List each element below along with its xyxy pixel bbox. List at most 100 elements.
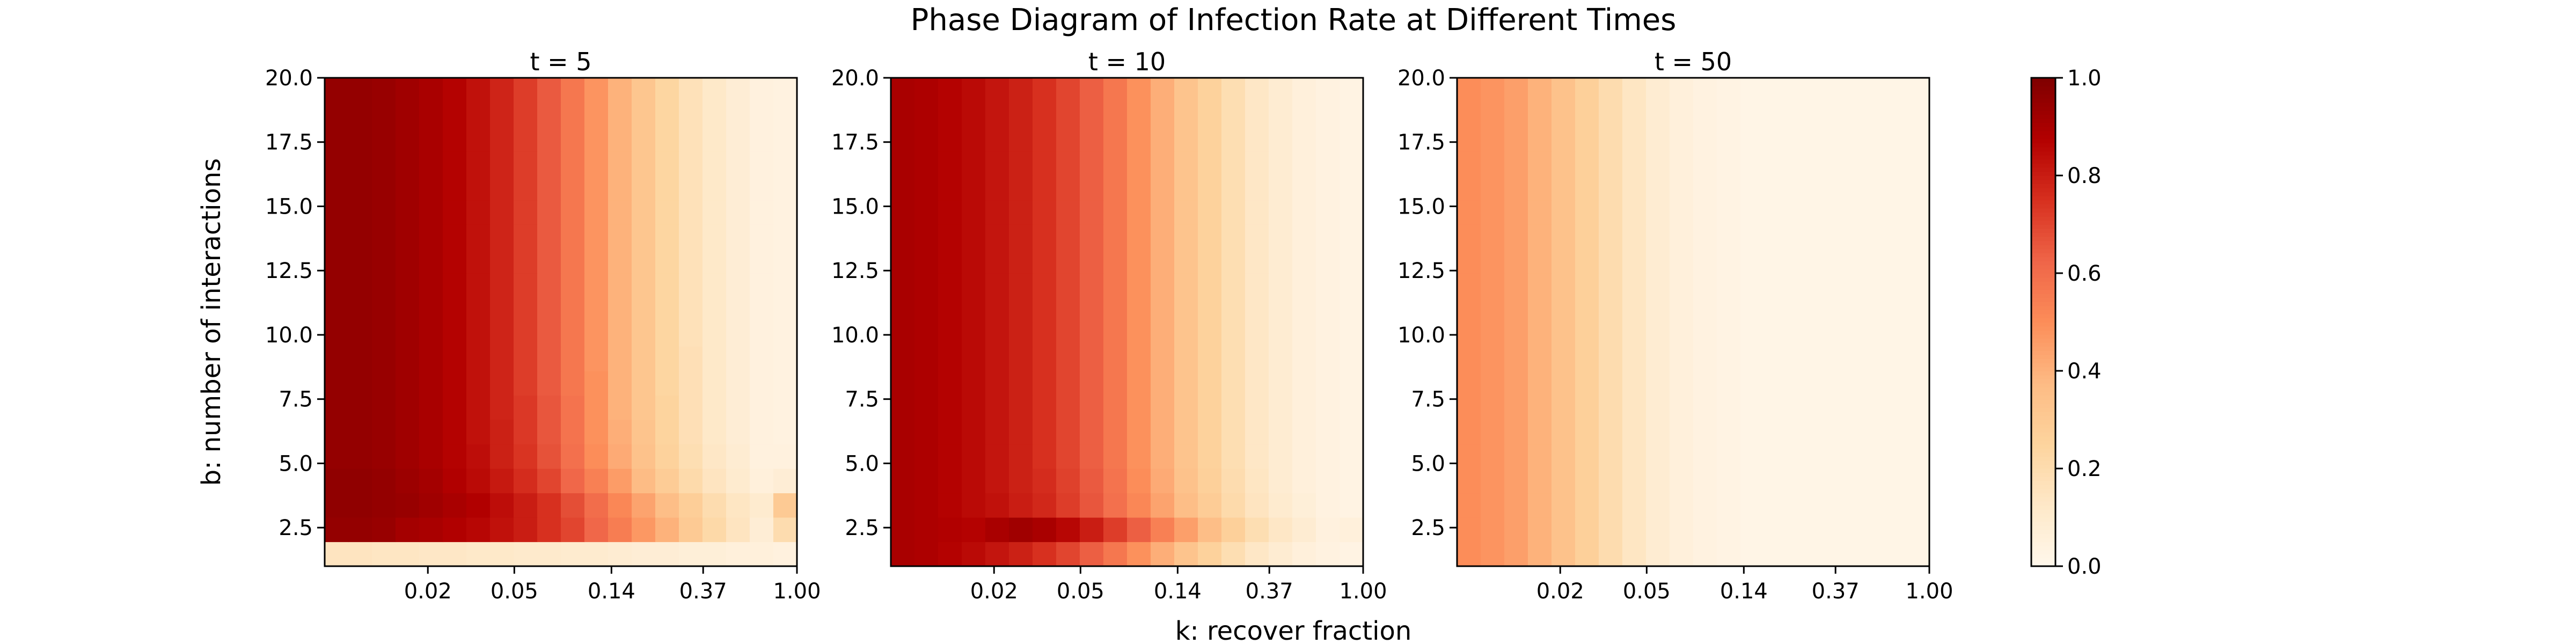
heatmap-cell bbox=[443, 78, 467, 103]
colorbar-segment bbox=[2031, 541, 2055, 546]
heatmap-cell bbox=[1552, 420, 1576, 445]
heatmap-cell bbox=[1009, 395, 1033, 420]
heatmap-panels: t = 5 0.02 0.05 0.14 0.37 1.00 2.5 5.0 7.5 10.0 12… bbox=[265, 47, 1953, 604]
heatmap-cell bbox=[443, 395, 467, 420]
heatmap-cell bbox=[419, 493, 443, 518]
heatmap-cell bbox=[1599, 78, 1623, 103]
heatmap-cell bbox=[1056, 102, 1080, 127]
heatmap-cell bbox=[985, 493, 1009, 518]
heatmap-cell bbox=[1764, 175, 1788, 201]
heatmap-cell bbox=[396, 346, 420, 371]
heatmap-cell bbox=[891, 224, 915, 250]
heatmap-cell bbox=[584, 517, 609, 543]
heatmap-cell bbox=[679, 346, 703, 371]
heatmap-cell bbox=[1504, 78, 1528, 103]
heatmap-cell bbox=[1198, 444, 1222, 469]
colorbar-segment bbox=[2031, 167, 2055, 172]
heatmap-cell bbox=[1245, 371, 1269, 396]
colorbar-segment bbox=[2031, 236, 2055, 241]
heatmap-cell bbox=[584, 78, 609, 103]
heatmap-cell bbox=[1457, 469, 1481, 494]
heatmap-cell bbox=[1198, 346, 1222, 371]
heatmap-cell bbox=[938, 248, 962, 274]
heatmap-cell bbox=[1693, 78, 1717, 103]
heatmap-cell bbox=[726, 175, 750, 201]
heatmap-cell bbox=[419, 175, 443, 201]
heatmap-cell bbox=[396, 469, 420, 494]
heatmap-cell bbox=[348, 346, 372, 371]
heatmap-cell bbox=[1788, 102, 1812, 127]
heatmap-cell bbox=[702, 517, 727, 543]
heatmap-cell bbox=[1292, 248, 1316, 274]
heatmap-cell bbox=[726, 273, 750, 298]
colorbar-tick-label: 0.4 bbox=[2067, 359, 2102, 384]
heatmap-cell bbox=[372, 78, 396, 103]
y-tick-label: 7.5 bbox=[1411, 387, 1445, 412]
colorbar-segment bbox=[2031, 488, 2055, 494]
heatmap-cell bbox=[773, 297, 797, 323]
heatmap-cell bbox=[1269, 78, 1293, 103]
heatmap-cell bbox=[466, 420, 491, 445]
heatmap-cell bbox=[372, 102, 396, 127]
heatmap-cell bbox=[1103, 346, 1128, 371]
heatmap-cell bbox=[632, 151, 656, 176]
heatmap-cell bbox=[1174, 444, 1198, 469]
heatmap-cell bbox=[962, 78, 986, 103]
heatmap-cell bbox=[490, 322, 514, 347]
heatmap-cell bbox=[938, 127, 962, 152]
y-tick-label: 2.5 bbox=[279, 516, 313, 540]
heatmap-cell bbox=[938, 517, 962, 543]
heatmap-cell bbox=[348, 224, 372, 250]
heatmap-cell bbox=[1080, 273, 1104, 298]
heatmap-cell bbox=[1174, 151, 1198, 176]
heatmap-cell bbox=[1717, 102, 1741, 127]
colorbar-segment bbox=[2031, 240, 2055, 245]
heatmap-cell bbox=[1740, 493, 1765, 518]
heatmap-cell bbox=[1033, 517, 1057, 543]
heatmap-cell bbox=[1127, 346, 1151, 371]
heatmap-cell bbox=[561, 151, 585, 176]
colorbar-segment bbox=[2031, 273, 2055, 278]
heatmap-cell bbox=[1103, 517, 1128, 543]
heatmap-cell bbox=[1906, 248, 1930, 274]
heatmap-cell bbox=[1717, 493, 1741, 518]
colorbar-segment bbox=[2031, 330, 2055, 335]
heatmap-cell bbox=[348, 322, 372, 347]
heatmap-cell bbox=[372, 346, 396, 371]
heatmap-cell bbox=[1764, 273, 1788, 298]
heatmap-cell bbox=[490, 175, 514, 201]
heatmap-cell bbox=[891, 78, 915, 103]
figure-title: Phase Diagram of Infection Rate at Diffe… bbox=[911, 3, 1677, 38]
colorbar-segment bbox=[2031, 399, 2055, 404]
colorbar-segment bbox=[2031, 334, 2055, 339]
heatmap-cell bbox=[1080, 541, 1104, 567]
heatmap-cell bbox=[1693, 469, 1717, 494]
heatmap-cell bbox=[1552, 151, 1576, 176]
heatmap-cell bbox=[396, 297, 420, 323]
heatmap-cell bbox=[443, 102, 467, 127]
heatmap-cell bbox=[938, 541, 962, 567]
heatmap-cell bbox=[1906, 444, 1930, 469]
heatmap-cell bbox=[1269, 224, 1293, 250]
heatmap-cell bbox=[1151, 541, 1175, 567]
x-tick-label: 1.00 bbox=[1905, 579, 1953, 604]
heatmap-cell bbox=[773, 444, 797, 469]
heatmap-cell bbox=[325, 200, 349, 225]
heatmap-cell bbox=[1788, 346, 1812, 371]
heatmap-cell bbox=[1646, 297, 1670, 323]
heatmap-cell bbox=[561, 175, 585, 201]
colorbar-segment bbox=[2031, 228, 2055, 233]
heatmap-cell bbox=[1575, 346, 1599, 371]
heatmap-cell bbox=[396, 493, 420, 518]
heatmap-cell bbox=[1528, 420, 1552, 445]
heatmap-cell bbox=[1740, 102, 1765, 127]
heatmap-cell bbox=[443, 517, 467, 543]
heatmap-cell bbox=[1670, 200, 1694, 225]
heatmap-cell bbox=[1528, 444, 1552, 469]
heatmap-cell bbox=[372, 517, 396, 543]
heatmap-panel: t = 50 0.02 0.05 0.14 0.37 1.00 2.5 5.0 7.5 10.0 1… bbox=[1397, 47, 1953, 604]
heatmap-cell bbox=[1670, 175, 1694, 201]
heatmap-cell bbox=[419, 541, 443, 567]
heatmap-cell bbox=[1788, 395, 1812, 420]
heatmap-cell bbox=[1504, 395, 1528, 420]
